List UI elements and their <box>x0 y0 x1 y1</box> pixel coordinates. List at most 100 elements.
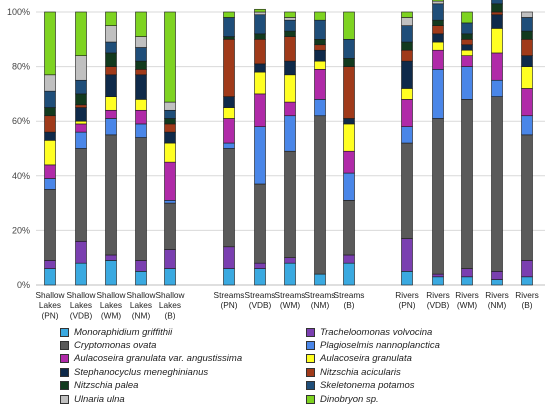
bar-segment <box>223 246 235 269</box>
x-tick-label: Shallow Lakes (B) <box>155 290 185 320</box>
bar-segment <box>223 107 235 119</box>
legend-item: Cryptomonas ovata <box>60 339 156 351</box>
legend-label: Monoraphidium griffithii <box>74 326 173 338</box>
bar-segment <box>521 11 533 18</box>
bar-segment <box>254 14 266 35</box>
bars <box>44 0 533 286</box>
bar-segment <box>461 49 473 56</box>
bar-segment <box>401 238 413 272</box>
legend-label: Plagioselmis nannoplanctica <box>320 339 440 351</box>
bar-segment <box>105 254 117 261</box>
bar-segment <box>461 22 473 35</box>
bar-segment <box>105 11 117 26</box>
bar-stack <box>491 0 503 286</box>
bar-stack <box>75 11 87 286</box>
legend-item: Monoraphidium griffithii <box>60 326 172 338</box>
bar-segment <box>401 271 413 286</box>
bar-segment <box>223 268 235 286</box>
bar-segment <box>135 47 147 62</box>
bar-segment <box>44 115 56 133</box>
legend-label: Aulacoseira granulata <box>320 353 412 365</box>
bar-segment <box>284 150 296 258</box>
bar-segment <box>254 183 266 264</box>
bar-stack <box>461 11 473 286</box>
bar-segment <box>314 115 326 275</box>
bar-segment <box>343 38 355 59</box>
bar-segment <box>284 19 296 32</box>
bar-segment <box>254 262 266 269</box>
bar-segment <box>432 69 444 119</box>
bar-segment <box>491 96 503 272</box>
y-tick-label: 100% <box>7 7 30 17</box>
bar-segment <box>44 178 56 190</box>
bar-segment <box>461 55 473 67</box>
x-tick-label: Streams (WM) <box>275 290 306 310</box>
bar-segment <box>284 11 296 18</box>
legend-swatch <box>306 367 315 377</box>
x-tick-label: Shallow Lakes (WM) <box>96 290 126 320</box>
bar-segment <box>461 99 473 269</box>
x-tick-label: Streams (VDB) <box>245 290 276 310</box>
bar-segment <box>254 63 266 73</box>
bar-segment <box>44 260 56 269</box>
legend-label: Ulnaria ulna <box>74 393 125 405</box>
bar-stack <box>343 11 355 286</box>
bar-segment <box>314 44 326 51</box>
bar-segment <box>491 11 503 16</box>
bar-segment <box>521 115 533 136</box>
bar-segment <box>432 0 444 2</box>
bar-segment <box>284 262 296 286</box>
bar-segment <box>432 276 444 286</box>
bar-segment <box>521 260 533 278</box>
bar-segment <box>164 118 176 125</box>
bar-segment <box>401 41 413 51</box>
bar-segment <box>254 8 266 13</box>
bar-segment <box>44 131 56 141</box>
bar-segment <box>432 19 444 26</box>
bar-segment <box>75 131 87 149</box>
legend-label: Nitzschia palea <box>74 380 139 392</box>
bar-segment <box>491 271 503 280</box>
bar-segment <box>135 123 147 138</box>
x-tick-label: Rivers (VDB) <box>426 290 450 310</box>
x-tick-label: Streams (PN) <box>214 290 245 310</box>
legend-item: Plagioselmis nannoplanctica <box>306 339 440 351</box>
bar-stack <box>284 11 296 286</box>
bar-segment <box>284 60 296 76</box>
bar-segment <box>491 3 503 13</box>
bar-segment <box>164 101 176 111</box>
bar-segment <box>284 74 296 103</box>
bar-segment <box>75 79 87 95</box>
bar-segment <box>164 202 176 250</box>
bar-segment <box>432 0 444 5</box>
bar-segment <box>135 36 147 48</box>
bar-segment <box>135 260 147 272</box>
bar-segment <box>75 148 87 242</box>
bar-segment <box>135 11 147 37</box>
bar-segment <box>105 134 117 256</box>
bar-segment <box>75 104 87 108</box>
bar-segment <box>135 271 147 286</box>
bar-segment <box>491 52 503 81</box>
bar-segment <box>284 36 296 62</box>
bar-segment <box>343 150 355 174</box>
bar-segment <box>401 11 413 18</box>
legend-swatch <box>306 340 315 350</box>
bar-segment <box>223 38 235 97</box>
legend-swatch <box>306 354 315 364</box>
legend-item: Aulacoseira granulata var. angustissima <box>60 353 242 365</box>
legend-swatch <box>60 354 69 364</box>
bar-segment <box>491 14 503 29</box>
bar-segment <box>135 69 147 76</box>
bar-segment <box>491 0 503 5</box>
bar-segment <box>461 44 473 51</box>
bar-stack <box>314 11 326 286</box>
bar-segment <box>343 66 355 119</box>
x-tick-label: Shallow Lakes (VDB) <box>66 290 96 320</box>
bar-segment <box>223 148 235 248</box>
bar-segment <box>314 19 326 40</box>
bar-segment <box>343 254 355 264</box>
bar-segment <box>521 30 533 40</box>
bar-segment <box>521 66 533 89</box>
bar-segment <box>75 120 87 125</box>
